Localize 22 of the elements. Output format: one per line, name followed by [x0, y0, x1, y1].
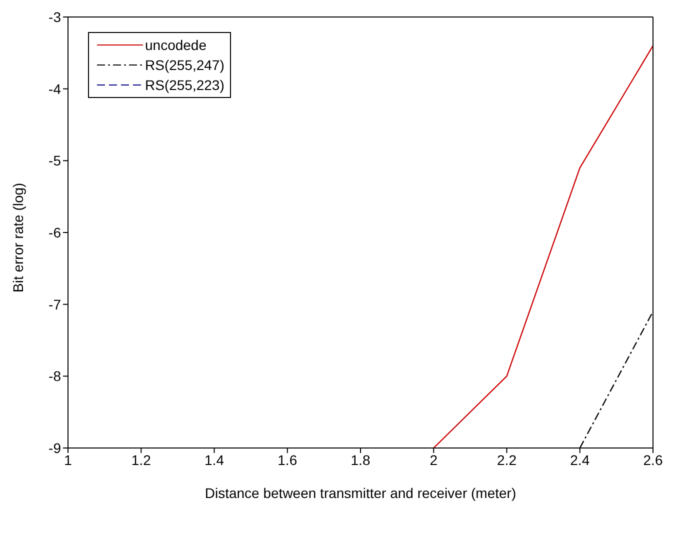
y-tick-label: -7 — [48, 296, 62, 312]
legend-label: uncodede — [145, 37, 207, 53]
y-tick-label: -9 — [48, 440, 62, 456]
y-axis-title: Bit error rate (log) — [10, 182, 26, 292]
x-tick-label: 1.8 — [350, 452, 370, 468]
x-tick-label: 2.2 — [497, 452, 517, 468]
x-tick-label: 1 — [64, 452, 72, 468]
x-tick-label: 2.4 — [570, 452, 590, 468]
x-axis-title: Distance between transmitter and receiver (meter) — [204, 485, 516, 501]
legend-label: RS(255,223) — [145, 77, 224, 93]
x-tick-label: 1.2 — [131, 452, 152, 468]
y-tick-label: -4 — [48, 80, 62, 97]
x-tick-label: 1.6 — [278, 452, 298, 468]
y-tick-label: -5 — [48, 152, 62, 169]
x-tick-label: 2 — [430, 452, 438, 468]
legend-label: RS(255,247) — [145, 57, 224, 73]
y-tick-label: -3 — [48, 8, 62, 25]
y-tick-label: -8 — [48, 368, 62, 384]
x-tick-label: 1.4 — [204, 452, 224, 468]
x-tick-label: 2.6 — [643, 452, 663, 468]
line-series — [433, 45, 653, 448]
y-tick-label: -6 — [48, 224, 62, 240]
